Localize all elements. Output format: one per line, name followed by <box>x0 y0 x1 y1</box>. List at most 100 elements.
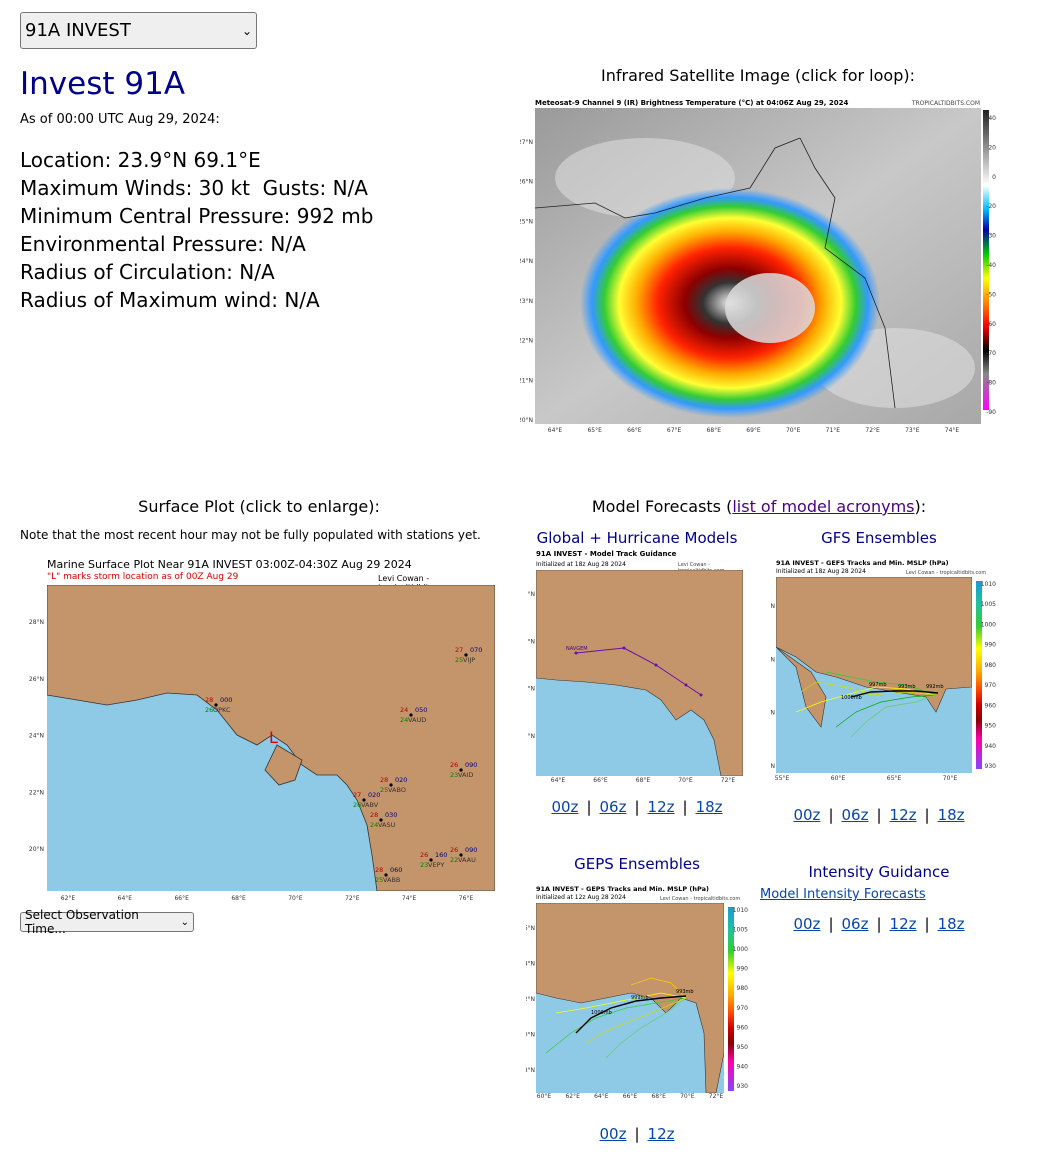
caption-suffix: ): <box>914 497 927 516</box>
max-winds-line: Maximum Winds: 30 kt Gusts: N/A <box>20 176 368 200</box>
geps-image-title: 91A INVEST - GEPS Tracks and Min. MSLP (… <box>536 885 709 893</box>
station-temp: 24 <box>400 706 408 714</box>
global-image-subtitle: Initialized at 18z Aug 28 2024 <box>536 561 626 568</box>
location-line: Location: 23.9°N 69.1°E <box>20 148 261 172</box>
storm-select-value: 91A INVEST <box>25 20 131 41</box>
station-dewpoint: 25 <box>375 876 383 884</box>
lon-tick-label: 64°E <box>551 777 566 784</box>
lat-tick-label: 930 <box>737 1083 749 1090</box>
lat-tick-label: 26°N <box>29 676 44 683</box>
gfs-run-06z[interactable]: 06z <box>841 806 869 824</box>
lon-tick-label: 70°E <box>288 895 303 902</box>
global-run-06z[interactable]: 06z <box>599 798 627 816</box>
gfs-ticks: 30°N 25°N 20°N 15°N55°E 60°E 65°E 70°E 1010 1005… <box>770 581 997 782</box>
lat-tick-label: 0 <box>992 174 996 181</box>
geps-ensembles-image[interactable]: 91A INVEST - GEPS Tracks and Min. MSLP (… <box>526 882 752 1100</box>
lon-tick-label: 66°E <box>627 427 642 434</box>
intensity-run-06z[interactable]: 06z <box>841 915 869 933</box>
surface-image-title: Marine Surface Plot Near 91A INVEST 03:0… <box>47 558 412 571</box>
gfs-mslp-label-4: 992mb <box>926 684 944 690</box>
lon-tick-label: 74°E <box>945 427 960 434</box>
lat-tick-label: 20°N <box>526 1032 535 1039</box>
lon-tick-label: 60°E <box>537 1093 552 1100</box>
geps-run-12z[interactable]: 12z <box>647 1125 675 1143</box>
lat-tick-label: -20 <box>986 203 996 210</box>
gfs-ensembles-image[interactable]: 91A INVEST - GEFS Tracks and Min. MSLP (… <box>770 556 1000 782</box>
intensity-run-00z[interactable]: 00z <box>793 915 821 933</box>
satellite-credit: TROPICALTIDBITS.COM <box>911 100 980 107</box>
gfs-run-12z[interactable]: 12z <box>889 806 917 824</box>
lat-tick-label: -50 <box>986 291 996 298</box>
station-pressure: 160 <box>435 851 447 859</box>
radius-max-wind-line: Radius of Maximum wind: N/A <box>20 288 320 312</box>
lon-tick-label: 70°E <box>943 775 958 782</box>
lon-tick-label: 64°E <box>118 895 133 902</box>
lon-tick-label: 72°E <box>865 427 880 434</box>
station-dewpoint: 26 <box>353 801 361 809</box>
station-temp: 27 <box>455 646 463 654</box>
station-id: VABO <box>388 786 406 794</box>
station-pressure: 060 <box>390 866 402 874</box>
lat-tick-label: 25°N <box>770 656 775 663</box>
geps-mslp-label-1: 1000mb <box>591 1010 612 1016</box>
intensity-guidance-label: Intensity Guidance <box>808 863 950 881</box>
lat-tick-label: 24°N <box>29 733 44 740</box>
global-run-00z[interactable]: 00z <box>551 798 579 816</box>
satellite-image[interactable]: Meteosat-9 Channel 9 (IR) Brightness Tem… <box>520 96 996 438</box>
lat-tick-label: 20°N <box>29 846 44 853</box>
station-dewpoint: 25 <box>380 786 388 794</box>
lat-tick-label: 18°N <box>526 1067 535 1074</box>
lat-tick-label: 20 <box>988 144 996 151</box>
station-temp: 26 <box>420 851 428 859</box>
station-pressure: 050 <box>415 706 427 714</box>
lat-tick-label: 950 <box>985 723 997 730</box>
caption-prefix: Model Forecasts ( <box>591 497 733 516</box>
storm-select[interactable]: 91A INVEST ⌄ <box>20 12 257 49</box>
storm-marker: L <box>269 728 278 747</box>
surface-note: Note that the most recent hour may not b… <box>20 528 481 542</box>
surface-station: 26 23 090 VAID <box>450 761 477 779</box>
geps-credit: Levi Cowan - tropicaltidbits.com <box>660 896 741 902</box>
lat-tick-label: 980 <box>737 985 749 992</box>
surface-station: 26 22 090 VAAU <box>450 846 477 864</box>
lat-tick-label: 940 <box>985 743 997 750</box>
surface-ticks: 28°N 26°N 24°N 22°N 20°N 62°E 64°E 66°E 68°E 70°E… <box>29 619 474 902</box>
lat-tick-label: -40 <box>986 262 996 269</box>
satellite-caption: Infrared Satellite Image (click for loop… <box>601 66 915 85</box>
lat-tick-label: 970 <box>737 1005 749 1012</box>
lat-tick-label: 1010 <box>981 581 996 588</box>
surface-plot-image[interactable]: Marine Surface Plot Near 91A INVEST 03:0… <box>20 556 498 902</box>
intensity-run-18z[interactable]: 18z <box>937 915 965 933</box>
model-acronyms-link[interactable]: list of model acronyms <box>732 497 915 516</box>
gfs-run-00z[interactable]: 00z <box>793 806 821 824</box>
geps-runs-links: 00z | 12z <box>599 1125 675 1143</box>
lat-tick-label: 30°N <box>770 603 775 610</box>
intensity-run-12z[interactable]: 12z <box>889 915 917 933</box>
global-run-12z[interactable]: 12z <box>647 798 675 816</box>
lat-tick-label: 970 <box>985 682 997 689</box>
surface-station: 28 25 020 VABO <box>380 776 407 794</box>
station-dewpoint: 26 <box>205 706 213 714</box>
station-pressure: 090 <box>465 761 477 769</box>
geps-run-00z[interactable]: 00z <box>599 1125 627 1143</box>
lat-tick-label: 40 <box>988 115 996 122</box>
surface-station: 24 24 050 VAUD <box>400 706 427 724</box>
env-pressure-line: Environmental Pressure: N/A <box>20 232 306 256</box>
global-models-image[interactable]: 91A INVEST - Model Track Guidance Initia… <box>528 548 750 786</box>
surface-station: 28 26 000 OPKC <box>205 696 232 714</box>
gfs-run-18z[interactable]: 18z <box>937 806 965 824</box>
model-intensity-forecasts-link[interactable]: Model Intensity Forecasts <box>760 887 926 902</box>
lon-tick-label: 72°E <box>709 1093 724 1100</box>
global-run-18z[interactable]: 18z <box>695 798 723 816</box>
lon-tick-label: 66°E <box>174 895 189 902</box>
station-temp: 26 <box>450 761 458 769</box>
observation-time-select[interactable]: Select Observation Time... ⌄ <box>20 908 194 936</box>
lat-tick-label: 26°N <box>528 638 535 645</box>
lat-tick-label: 25°N <box>520 218 533 225</box>
station-pressure: 090 <box>465 846 477 854</box>
lat-tick-label: 980 <box>985 662 997 669</box>
storm-title: Invest 91A <box>20 66 186 102</box>
surface-caption: Surface Plot (click to enlarge): <box>138 497 380 516</box>
lat-tick-label: 28°N <box>29 619 44 626</box>
lat-tick-label: 26°N <box>520 179 533 186</box>
